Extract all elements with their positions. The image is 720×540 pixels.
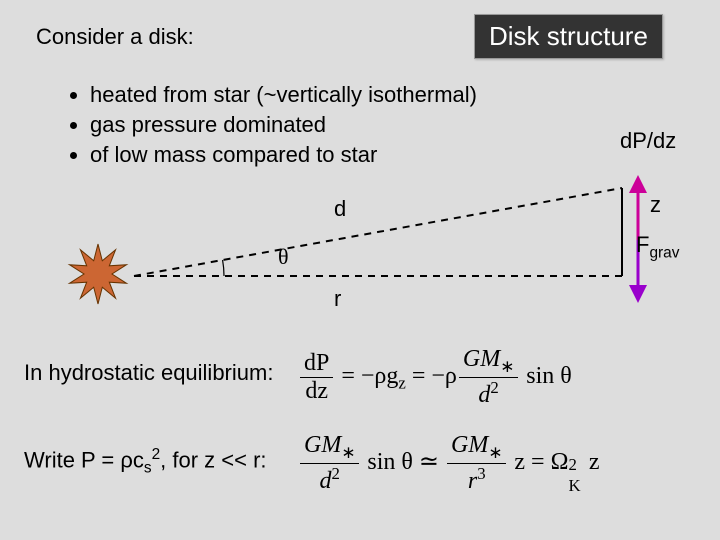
geometry-diagram xyxy=(30,168,670,313)
eq2-formula: GM∗d2 sin θ ≃ GM∗r3 z = Ω2K z xyxy=(298,432,599,495)
eq1-label: In hydrostatic equilibrium: xyxy=(24,360,273,386)
label-dpdz: dP/dz xyxy=(620,128,676,154)
label-d: d xyxy=(334,196,346,222)
diagram-svg xyxy=(30,168,670,308)
bullet-item: gas pressure dominated xyxy=(90,112,477,138)
bullet-item: of low mass compared to star xyxy=(90,142,477,168)
label-r: r xyxy=(334,286,341,312)
label-theta: θ xyxy=(278,244,289,270)
eq2-label: Write P = ρcs2, for z << r: xyxy=(24,446,267,478)
intro-text: Consider a disk: xyxy=(36,24,194,50)
label-fgrav: Fgrav xyxy=(636,232,679,262)
label-z: z xyxy=(650,192,661,218)
slide-title-text: Disk structure xyxy=(489,21,648,51)
bullet-item: heated from star (~vertically isothermal… xyxy=(90,82,477,108)
slide-title-box: Disk structure xyxy=(474,14,663,59)
bullet-list: heated from star (~vertically isothermal… xyxy=(62,82,477,172)
eq1-formula: dPdz = −ρgz = −ρGM∗d2 sin θ xyxy=(298,346,572,409)
